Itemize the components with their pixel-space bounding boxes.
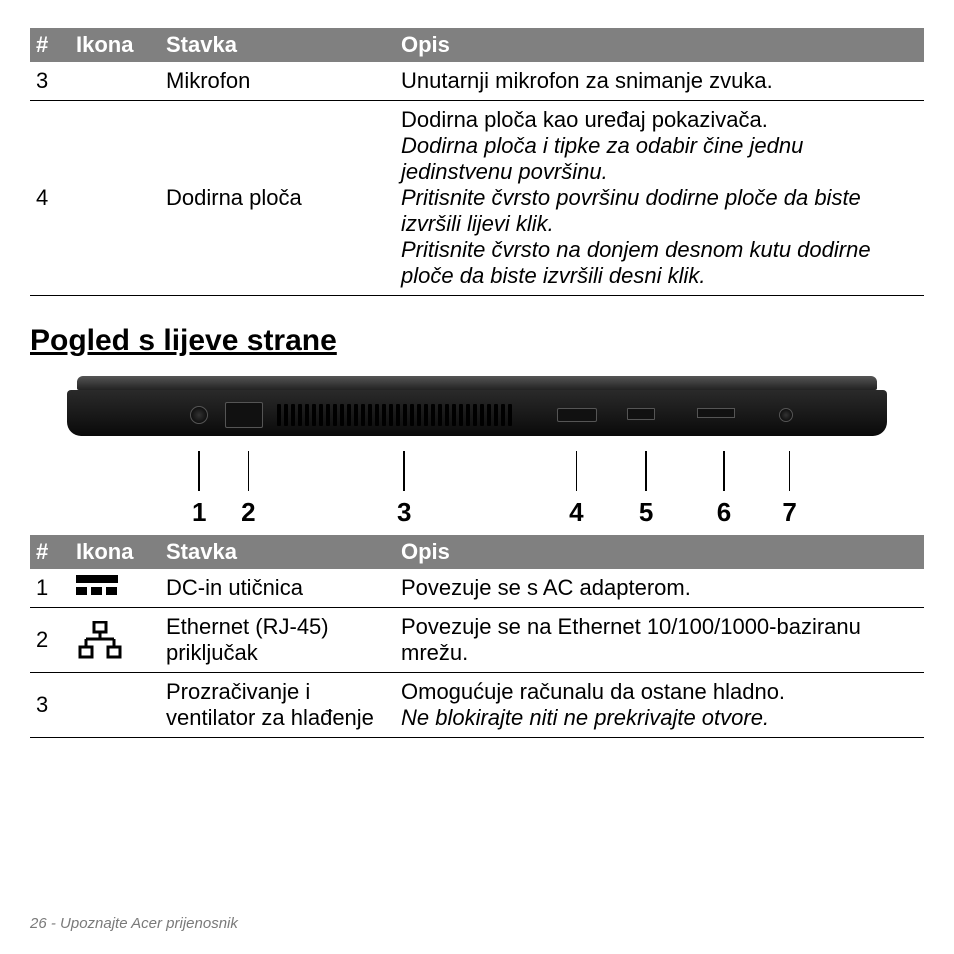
pointer-number: 4 [561, 497, 591, 528]
cell-icon [70, 608, 160, 673]
table-left-view: # Ikona Stavka Opis 1 DC-in utičnicaPovez… [30, 535, 924, 738]
th-icon: Ikona [70, 28, 160, 62]
dc-in-icon [76, 575, 118, 595]
diagram-pointer: 1 [198, 451, 200, 528]
pointer-number: 3 [389, 497, 419, 528]
cell-item: DC-in utičnica [160, 569, 395, 608]
cell-item: Mikrofon [160, 62, 395, 101]
desc-line: Ne blokirajte niti ne prekrivajte otvore… [401, 705, 918, 731]
table-row: 2 Ethernet (RJ-45) priključakPovezuje se … [30, 608, 924, 673]
table-row: 4 Dodirna pločaDodirna ploča kao uređaj p… [30, 101, 924, 296]
cell-desc: Dodirna ploča kao uređaj pokazivača.Dodi… [395, 101, 924, 296]
cell-icon [70, 673, 160, 738]
cell-desc: Omogućuje računalu da ostane hladno.Ne b… [395, 673, 924, 738]
cell-num: 1 [30, 569, 70, 608]
cell-desc: Povezuje se s AC adapterom. [395, 569, 924, 608]
th-icon: Ikona [70, 535, 160, 569]
pointer-number: 5 [631, 497, 661, 528]
section-heading: Pogled s lijeve strane [30, 324, 924, 358]
desc-line: Povezuje se s AC adapterom. [401, 575, 918, 601]
table-top: # Ikona Stavka Opis 3 MikrofonUnutarnji m… [30, 28, 924, 296]
cell-num: 2 [30, 608, 70, 673]
page-footer: 26 - Upoznajte Acer prijenosnik [30, 915, 238, 932]
cell-desc: Povezuje se na Ethernet 10/100/1000-bazi… [395, 608, 924, 673]
table-row: 3 Prozračivanje i ventilator za hlađenjeO… [30, 673, 924, 738]
desc-line: Povezuje se na Ethernet 10/100/1000-bazi… [401, 614, 918, 666]
desc-line: Pritisnite čvrsto površinu dodirne ploče… [401, 185, 918, 237]
table-row: 1 DC-in utičnicaPovezuje se s AC adaptero… [30, 569, 924, 608]
desc-line: Unutarnji mikrofon za snimanje zvuka. [401, 68, 918, 94]
diagram-pointer: 7 [789, 451, 791, 528]
diagram-pointer: 2 [247, 451, 249, 528]
pointer-number: 7 [775, 497, 805, 528]
cell-icon [70, 569, 160, 608]
th-item: Stavka [160, 28, 395, 62]
pointer-number: 1 [184, 497, 214, 528]
cell-item: Prozračivanje i ventilator za hlađenje [160, 673, 395, 738]
th-num: # [30, 28, 70, 62]
th-desc: Opis [395, 535, 924, 569]
cell-desc: Unutarnji mikrofon za snimanje zvuka. [395, 62, 924, 101]
cell-item: Ethernet (RJ-45) priključak [160, 608, 395, 673]
th-num: # [30, 535, 70, 569]
pointer-number: 2 [233, 497, 263, 528]
ethernet-icon [76, 621, 154, 659]
diagram-pointer: 3 [403, 451, 405, 528]
table-row: 3 MikrofonUnutarnji mikrofon za snimanje … [30, 62, 924, 101]
desc-line: Omogućuje računalu da ostane hladno. [401, 679, 918, 705]
cell-num: 3 [30, 673, 70, 738]
pointer-number: 6 [709, 497, 739, 528]
cell-icon [70, 101, 160, 296]
cell-num: 4 [30, 101, 70, 296]
diagram-pointer: 6 [723, 451, 725, 528]
laptop-left-side-diagram: 1234567 [67, 376, 887, 529]
diagram-pointer: 4 [575, 451, 577, 528]
desc-line: Dodirna ploča kao uređaj pokazivača. [401, 107, 918, 133]
desc-line: Pritisnite čvrsto na donjem desnom kutu … [401, 237, 918, 289]
cell-item: Dodirna ploča [160, 101, 395, 296]
desc-line: Dodirna ploča i tipke za odabir čine jed… [401, 133, 918, 185]
cell-icon [70, 62, 160, 101]
cell-num: 3 [30, 62, 70, 101]
th-desc: Opis [395, 28, 924, 62]
diagram-pointer: 5 [645, 451, 647, 528]
th-item: Stavka [160, 535, 395, 569]
